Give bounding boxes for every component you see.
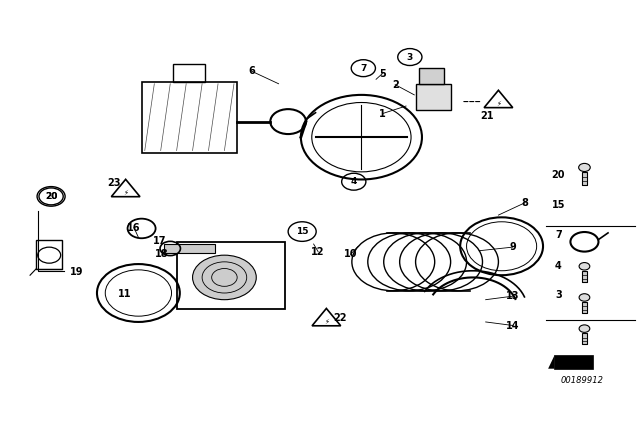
Bar <box>582 271 587 282</box>
Circle shape <box>193 255 256 300</box>
Text: 9: 9 <box>509 242 516 252</box>
Text: ⚡: ⚡ <box>124 190 128 196</box>
Bar <box>554 355 593 369</box>
Circle shape <box>579 325 590 332</box>
Text: 20: 20 <box>552 170 565 180</box>
Bar <box>36 240 62 268</box>
Circle shape <box>579 164 590 172</box>
Text: 3: 3 <box>407 52 413 61</box>
Text: ⚡: ⚡ <box>496 101 501 107</box>
Text: ⚡: ⚡ <box>324 319 329 325</box>
Text: 15: 15 <box>552 200 565 210</box>
Circle shape <box>579 263 590 270</box>
Text: 5: 5 <box>379 69 386 78</box>
Text: 4: 4 <box>555 261 562 271</box>
Text: 15: 15 <box>296 227 308 236</box>
Text: 1: 1 <box>379 108 386 119</box>
Bar <box>164 244 215 253</box>
Circle shape <box>579 294 590 301</box>
Bar <box>419 68 444 84</box>
Bar <box>415 84 451 111</box>
Text: 19: 19 <box>70 267 83 277</box>
Text: 18: 18 <box>155 249 169 259</box>
Polygon shape <box>548 355 554 369</box>
Text: 7: 7 <box>555 230 562 240</box>
Bar <box>173 64 205 82</box>
Text: 7: 7 <box>360 64 367 73</box>
Text: 2: 2 <box>392 80 399 90</box>
Text: 14: 14 <box>506 320 520 331</box>
Bar <box>582 333 587 344</box>
Text: 6: 6 <box>248 66 255 76</box>
Text: 21: 21 <box>480 111 493 121</box>
Text: 10: 10 <box>344 249 357 259</box>
Text: 16: 16 <box>127 223 141 233</box>
Text: 8: 8 <box>522 198 529 207</box>
Bar <box>177 242 285 309</box>
Text: 17: 17 <box>153 236 166 246</box>
Bar <box>141 82 237 153</box>
Text: 12: 12 <box>311 246 325 257</box>
Text: 00189912: 00189912 <box>561 376 604 385</box>
Text: 11: 11 <box>118 289 131 299</box>
Text: 20: 20 <box>45 192 57 201</box>
Text: 22: 22 <box>333 314 347 323</box>
Bar <box>582 172 587 185</box>
Text: 20: 20 <box>45 192 57 201</box>
Text: 23: 23 <box>108 177 121 188</box>
Text: 4: 4 <box>351 177 357 186</box>
Bar <box>582 302 587 313</box>
Text: 13: 13 <box>506 291 520 301</box>
Text: 3: 3 <box>555 290 562 300</box>
